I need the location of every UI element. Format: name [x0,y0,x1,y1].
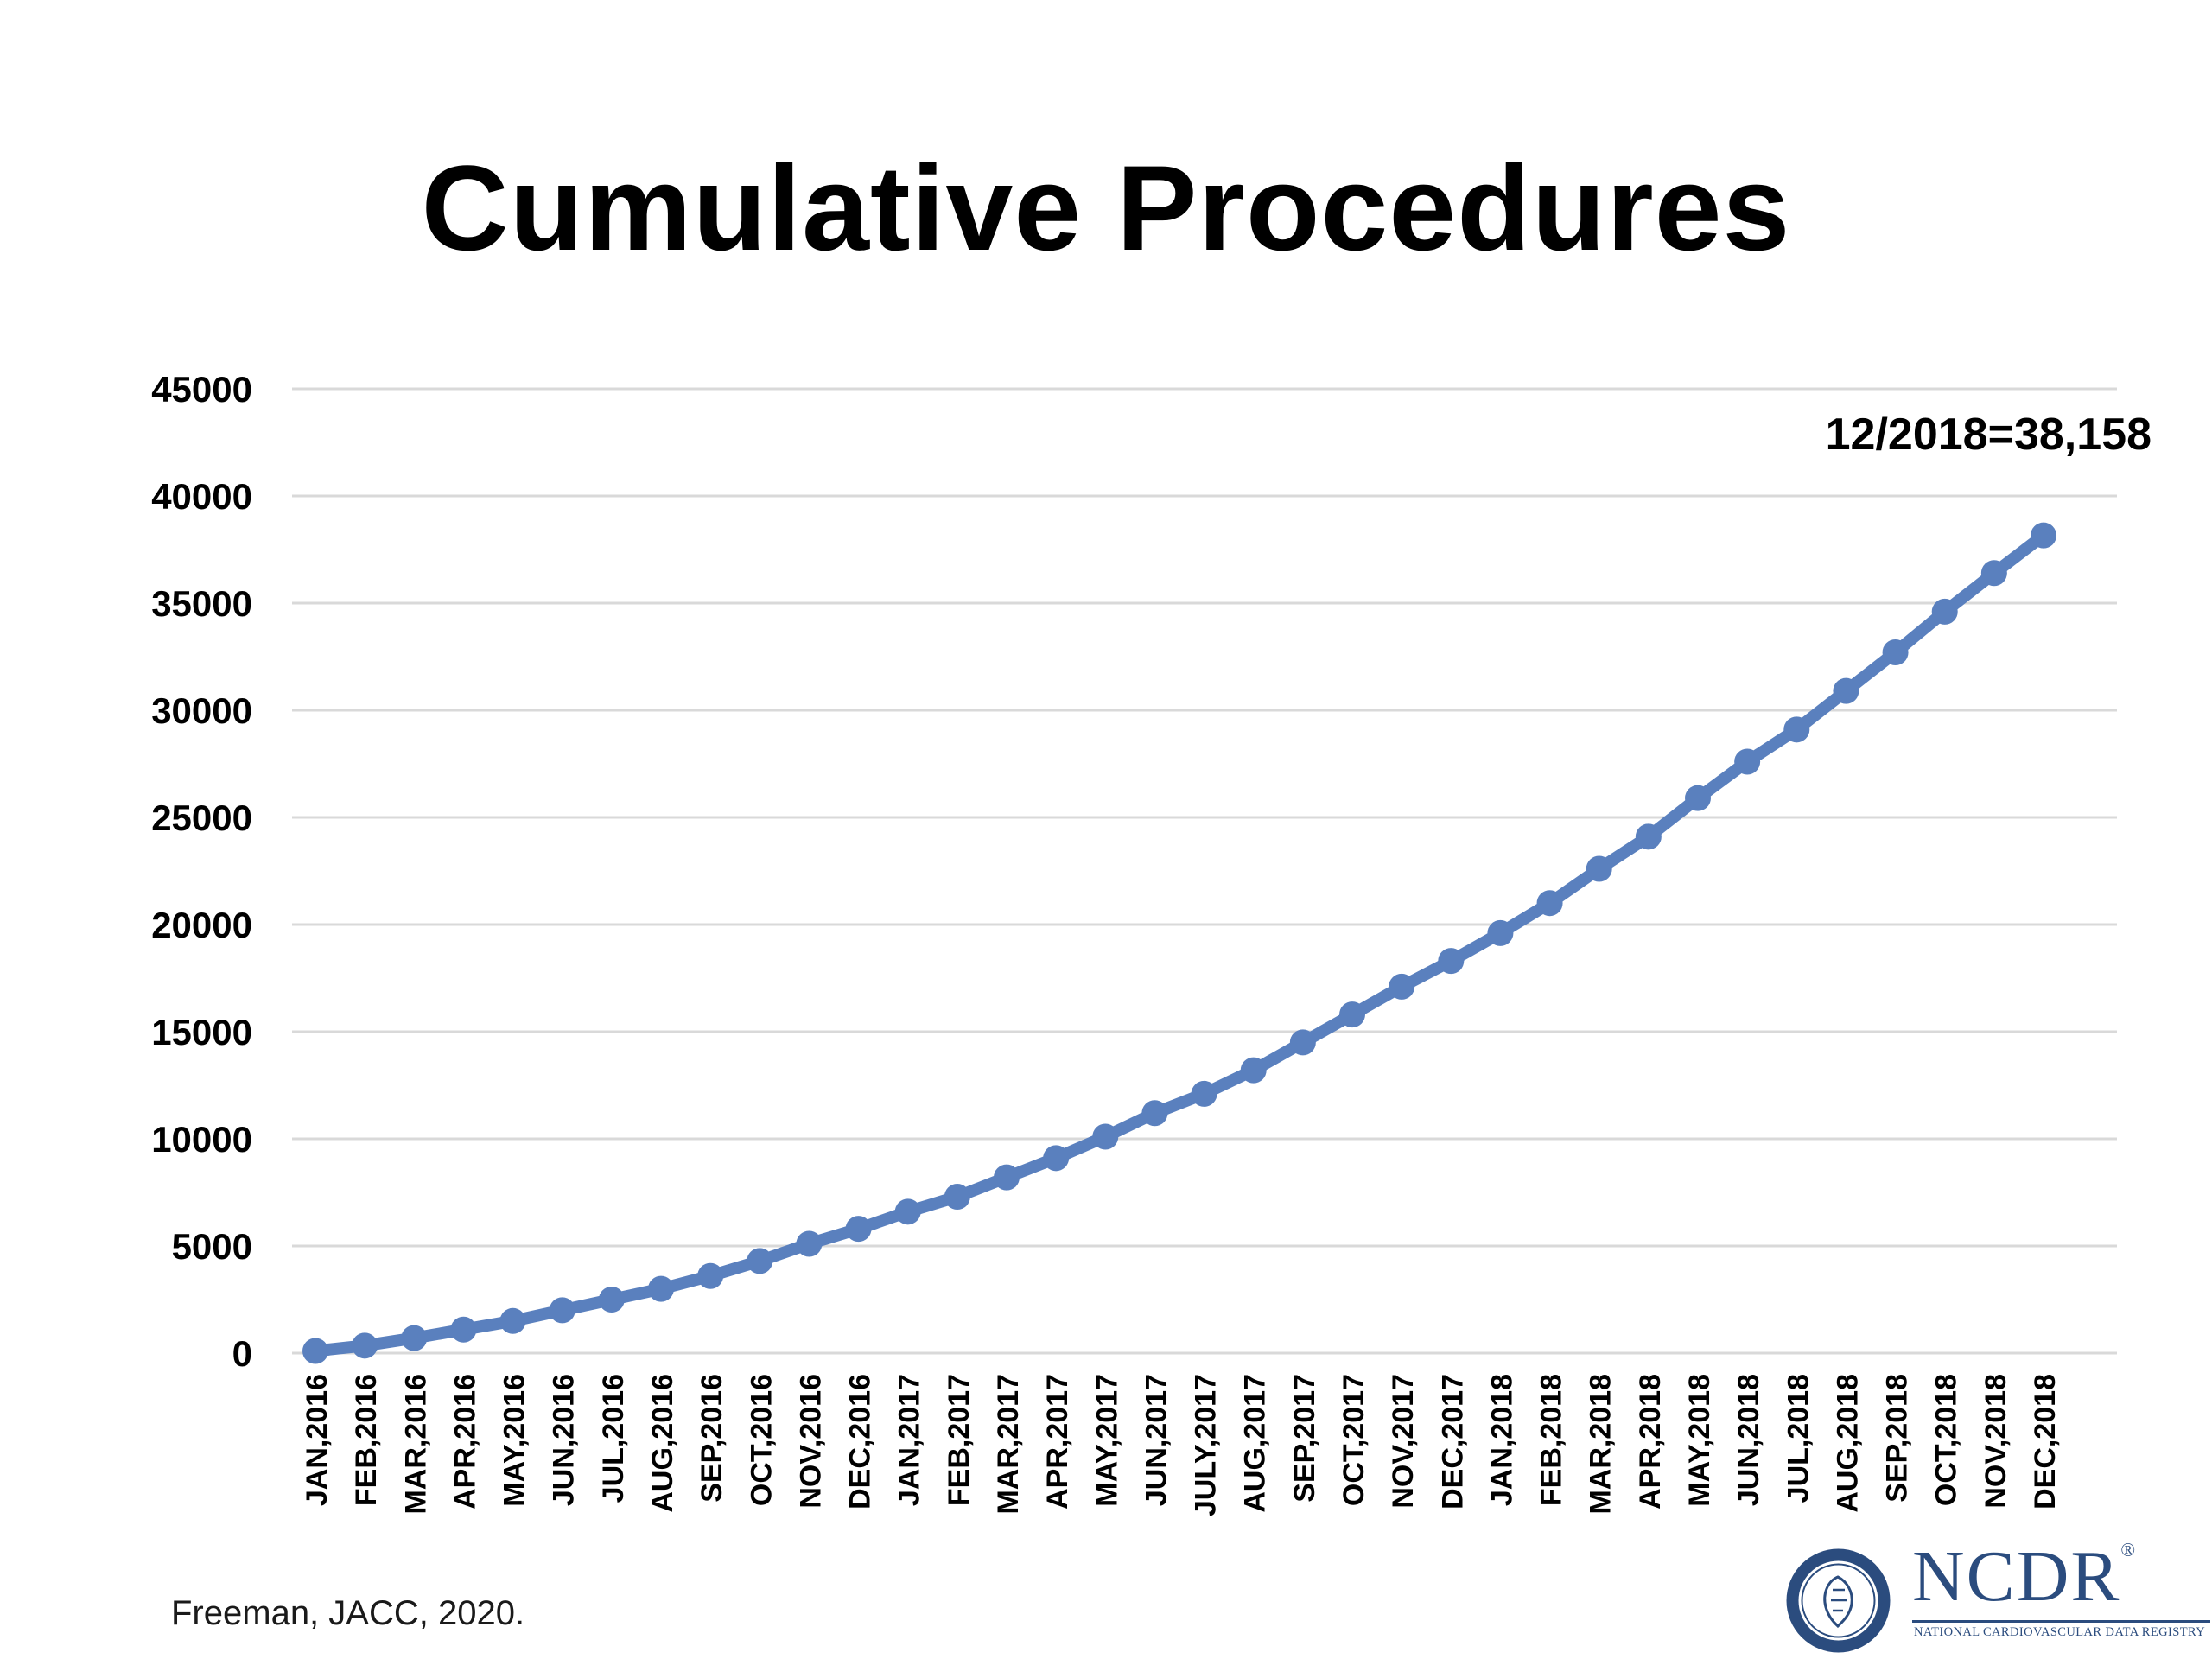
x-tick-label: JAN,2017 [893,1374,926,1506]
data-point [549,1297,575,1324]
x-tick-label: DEC,2017 [1436,1374,1469,1510]
data-point [994,1164,1020,1191]
data-point [845,1216,872,1243]
x-tick-label: SEP,2016 [696,1374,728,1503]
x-tick-label: MAY,2018 [1683,1374,1716,1507]
data-point [302,1338,328,1364]
data-point [1141,1100,1168,1127]
x-tick-label: OCT,2018 [1930,1374,1963,1506]
citation: Freeman, JACC, 2020. [171,1594,525,1632]
data-point [944,1183,970,1210]
x-tick-label: APR,2016 [448,1374,481,1510]
y-tick-label: 15000 [151,1012,252,1052]
data-point [1240,1057,1267,1084]
x-tick-label: DEC,2016 [844,1374,877,1510]
ncdr-wordmark: NCDR® [1912,1536,2138,1617]
x-axis-tick-labels: JAN,2016 FEB,2016 MAR,2016 APR,2016 MAY,2016… [301,1374,2062,1516]
x-tick-label: MAY,2017 [1090,1374,1123,1507]
y-tick-label: 0 [232,1333,252,1374]
grid-lines [292,387,2117,1355]
data-point [1734,748,1761,775]
x-tick-label: JUN,2018 [1732,1374,1765,1506]
y-tick-label: 25000 [151,798,252,838]
data-point [1043,1145,1070,1172]
data-point [1586,855,1612,882]
data-point [648,1275,674,1302]
x-tick-label: APR,2018 [1634,1374,1667,1510]
x-tick-label: JULY,2017 [1190,1374,1223,1516]
data-point [1191,1080,1217,1107]
x-tick-label: SEP,2018 [1881,1374,1914,1503]
data-point [1833,677,1859,704]
x-tick-label: FEB,2017 [943,1374,976,1506]
data-point [1635,823,1662,850]
x-tick-label: MAR,2017 [992,1374,1025,1515]
data-point [1882,639,1909,666]
ncdr-logo: NCDR® NATIONAL CARDIOVASCULAR DATA REGIS… [1776,1534,2212,1659]
data-point [598,1287,625,1313]
x-tick-label: AUG,2018 [1831,1374,1864,1513]
y-tick-label: 40000 [151,476,252,517]
data-point [1685,785,1711,811]
x-tick-label: DEC,2018 [2029,1374,2062,1510]
x-tick-label: MAR,2016 [399,1374,432,1515]
x-tick-label: JUN,2017 [1140,1374,1173,1506]
x-tick-label: MAR,2018 [1585,1374,1618,1515]
data-point [796,1230,823,1257]
data-point [1931,598,1958,625]
data-point [1339,1001,1365,1028]
data-point [894,1198,921,1225]
x-tick-label: AUG,2017 [1239,1374,1272,1513]
x-tick-label: JUL,2016 [597,1374,630,1503]
data-point [2031,522,2056,549]
y-axis-tick-labels: 0 5000 10000 15000 20000 25000 30000 35000 40000… [151,369,252,1374]
x-tick-label: FEB,2018 [1535,1374,1568,1506]
acc-seal-icon [1786,1548,1891,1653]
x-tick-label: AUG,2016 [646,1374,679,1513]
data-point [697,1262,724,1289]
data-points [302,522,2056,1364]
x-tick-label: JUN,2016 [548,1374,581,1506]
data-point [1289,1029,1316,1056]
x-tick-label: APR,2017 [1041,1374,1074,1510]
data-point [352,1332,378,1359]
data-point [450,1316,477,1343]
x-tick-label: MAY,2016 [499,1374,531,1507]
y-tick-label: 10000 [151,1119,252,1160]
x-tick-label: NOV,2018 [1980,1374,2012,1509]
data-point [1783,716,1810,743]
y-tick-label: 30000 [151,690,252,731]
data-point [499,1307,526,1334]
logo-rule [1912,1620,2210,1623]
page-title: Cumulative Procedures [421,140,1791,276]
ncdr-subtitle: NATIONAL CARDIOVASCULAR DATA REGISTRY [1914,1625,2206,1639]
y-tick-label: 20000 [151,905,252,945]
y-tick-label: 45000 [151,369,252,410]
end-value-annotation: 12/2018=38,158 [1826,410,2152,460]
x-tick-label: FEB,2016 [350,1374,383,1506]
y-tick-label: 35000 [151,583,252,624]
x-tick-label: JAN,2016 [301,1374,334,1506]
data-point [1536,890,1563,917]
series-line [309,529,2050,1357]
data-point [747,1248,773,1274]
x-tick-label: NOV,2017 [1387,1374,1420,1509]
x-tick-label: OCT,2017 [1338,1374,1370,1506]
data-point [401,1325,428,1351]
data-point [1438,948,1465,975]
y-tick-label: 5000 [172,1226,252,1267]
data-point [1092,1123,1119,1150]
data-point [1980,560,2007,587]
x-tick-label: JUL,2018 [1782,1374,1815,1503]
x-tick-label: NOV,2016 [794,1374,827,1509]
x-tick-label: JAN,2018 [1485,1374,1518,1506]
x-tick-label: SEP,2017 [1288,1374,1321,1503]
data-point [1389,973,1415,1000]
data-point [1487,919,1514,946]
x-tick-label: OCT,2016 [745,1374,778,1506]
